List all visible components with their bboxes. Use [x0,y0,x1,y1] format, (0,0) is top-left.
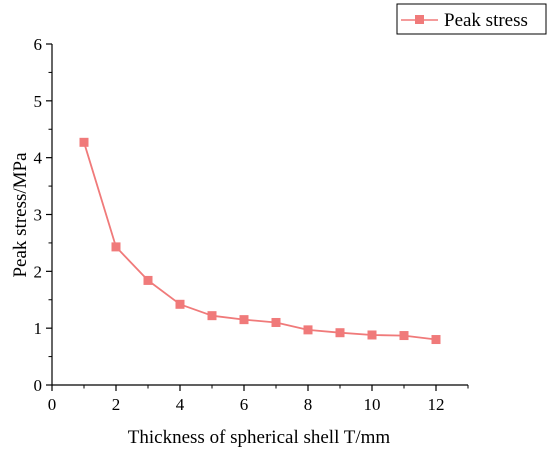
data-point-marker [143,275,153,285]
data-point-marker [207,311,217,321]
x-axis-title: Thickness of spherical shell T/mm [128,427,391,448]
data-point-marker [367,330,377,340]
data-point-marker [239,315,249,325]
y-axis: 0 1 2 3 4 5 6 [34,35,53,395]
x-tick-label: 4 [176,395,185,414]
x-axis: 0 2 4 6 8 10 12 [48,384,469,414]
data-point-marker [79,137,89,147]
y-tick-label: 1 [34,319,43,338]
x-tick-label: 12 [428,395,445,414]
series-layer [79,137,441,345]
y-tick-label: 5 [34,92,43,111]
x-tick-label: 0 [48,395,57,414]
data-point-marker [303,325,313,335]
y-tick-label: 6 [34,35,43,54]
data-point-marker [111,242,121,252]
series-line-0 [83,142,437,341]
legend-marker-symbol [415,15,424,24]
y-tick-label: 0 [34,376,43,395]
data-point-marker [399,331,409,341]
data-point-marker [335,328,345,338]
legend: Peak stress [396,3,547,35]
legend-label: Peak stress [444,10,528,31]
data-point-marker [431,335,441,345]
data-point-marker [271,317,281,327]
y-axis-title: Peak stress/MPa [10,152,31,278]
y-tick-label: 3 [34,206,43,225]
x-tick-label: 8 [304,395,313,414]
x-tick-label: 6 [240,395,249,414]
x-tick-label: 10 [364,395,381,414]
y-tick-label: 4 [34,149,43,168]
data-point-marker [175,299,185,309]
y-tick-label: 2 [34,262,43,281]
x-tick-label: 2 [112,395,121,414]
